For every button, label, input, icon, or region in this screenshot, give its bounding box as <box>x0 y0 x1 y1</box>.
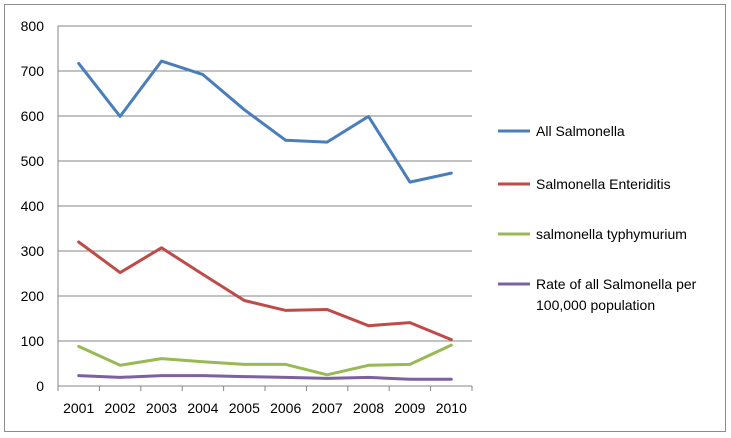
y-axis-tick-labels: 0 100 200 300 400 500 600 700 800 <box>21 18 45 394</box>
y-tick-label: 300 <box>21 243 45 259</box>
series-line-2 <box>77 240 453 342</box>
axes <box>57 26 473 391</box>
x-axis-tick-labels: 2001 2002 2003 2004 2005 2006 2007 2008 2009 2010 <box>63 400 467 416</box>
y-tick-label: 600 <box>21 108 45 124</box>
y-tick-label: 500 <box>21 153 45 169</box>
x-tick-label: 2004 <box>187 400 218 416</box>
x-tick-label: 2008 <box>353 400 384 416</box>
legend-label-3: salmonella typhymurium <box>536 226 687 242</box>
x-tick-label: 2010 <box>436 400 467 416</box>
x-tick-label: 2002 <box>105 400 136 416</box>
legend: All Salmonella Salmonella Enteriditis salm… <box>498 123 697 313</box>
x-tick-label: 2009 <box>394 400 425 416</box>
x-tick-label: 2007 <box>312 400 343 416</box>
x-tick-label: 2005 <box>229 400 260 416</box>
y-tick-label: 0 <box>36 378 44 394</box>
x-tick-label: 2003 <box>146 400 177 416</box>
y-tick-label: 100 <box>21 333 45 349</box>
x-tick-label: 2001 <box>63 400 94 416</box>
y-tick-label: 400 <box>21 198 45 214</box>
legend-label-4-line-1: Rate of all Salmonella per <box>536 276 697 292</box>
gridlines <box>58 25 472 342</box>
legend-label-4-line-2: 100,000 population <box>536 297 655 313</box>
series-line-4 <box>77 374 453 381</box>
legend-label-2: Salmonella Enteriditis <box>536 176 671 192</box>
series-line-3 <box>77 343 453 377</box>
y-tick-label: 700 <box>21 63 45 79</box>
y-tick-label: 800 <box>21 18 45 34</box>
x-tick-label: 2006 <box>270 400 301 416</box>
chart-frame <box>4 4 726 432</box>
legend-label-1: All Salmonella <box>536 123 625 139</box>
series-lines <box>77 59 453 381</box>
y-tick-label: 200 <box>21 288 45 304</box>
series-line-1 <box>77 59 453 184</box>
